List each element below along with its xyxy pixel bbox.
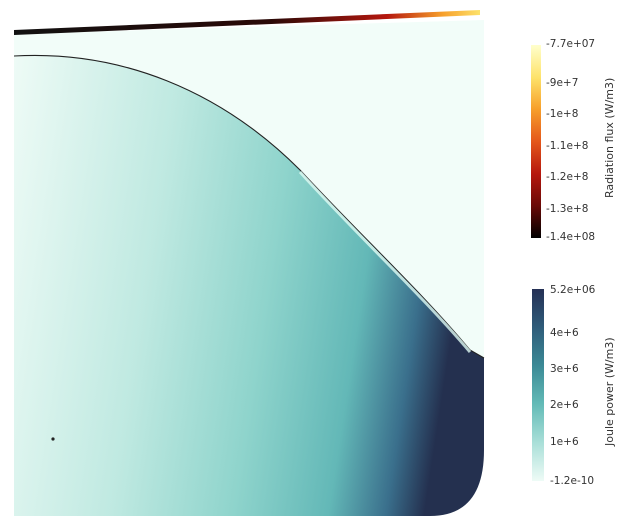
radiation-tick: -9e+7 bbox=[546, 77, 579, 89]
free-surface-line bbox=[13, 54, 485, 359]
joule-colorbar-title: Joule power (W/m3) bbox=[603, 337, 616, 446]
joule-tick: 1e+6 bbox=[550, 436, 579, 448]
radiation-tick: -1.3e+8 bbox=[546, 203, 589, 215]
mesh-artifact bbox=[51, 437, 55, 441]
radiation-colorbar-title: Radiation flux (W/m3) bbox=[603, 77, 616, 198]
joule-tick: 5.2e+06 bbox=[550, 284, 596, 296]
joule-power-field bbox=[14, 55, 484, 516]
radiation-colorbar bbox=[531, 45, 541, 238]
radiation-tick: -1.4e+08 bbox=[546, 231, 596, 243]
joule-tick: 2e+6 bbox=[550, 399, 579, 411]
radiation-top-band bbox=[14, 10, 480, 35]
radiation-tick: -1.1e+8 bbox=[546, 140, 589, 152]
radiation-tick: -1e+8 bbox=[546, 108, 579, 120]
joule-tick: 3e+6 bbox=[550, 363, 579, 375]
radiation-tick: -7.7e+07 bbox=[546, 38, 596, 50]
radiation-tick: -1.2e+8 bbox=[546, 171, 589, 183]
joule-tick: -1.2e-10 bbox=[550, 475, 595, 487]
joule-colorbar bbox=[532, 289, 544, 481]
joule-tick: 4e+6 bbox=[550, 327, 579, 339]
free-surface-foam bbox=[298, 170, 472, 353]
